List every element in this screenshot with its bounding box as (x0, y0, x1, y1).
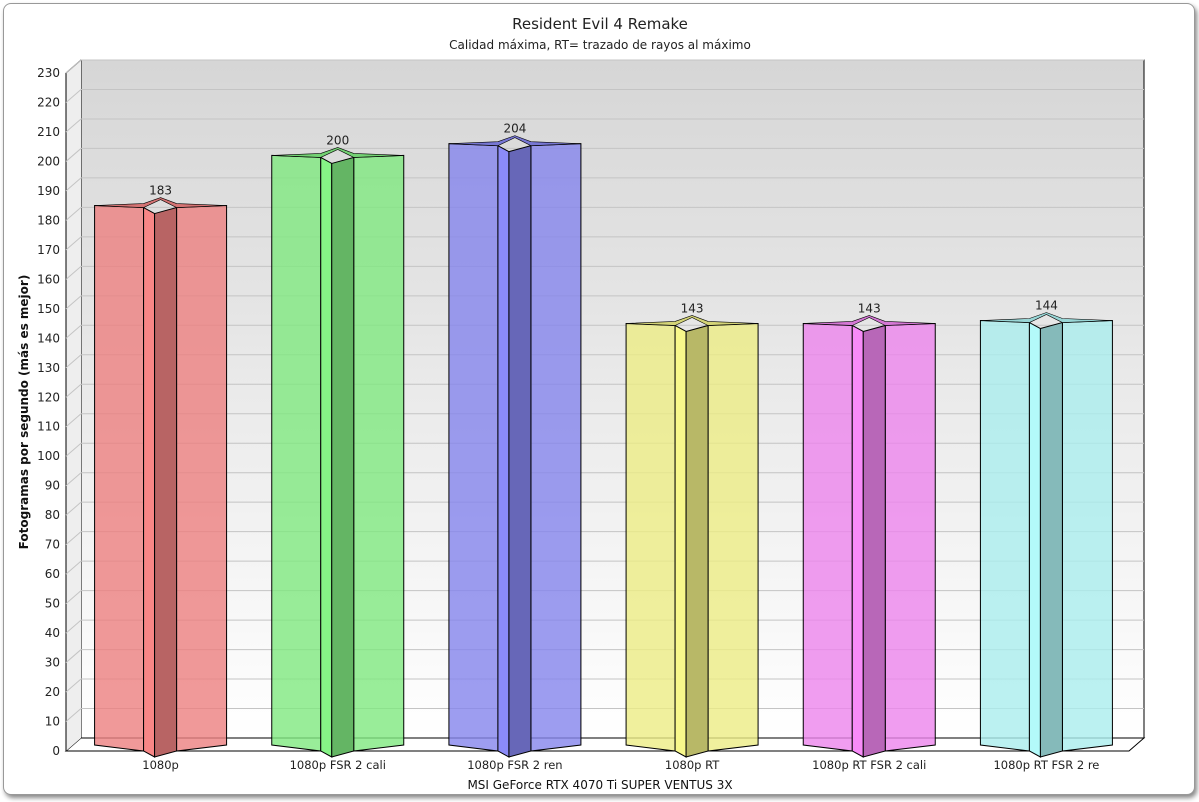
bar-right-face (353, 154, 405, 752)
bar-value-label: 204 (503, 122, 526, 136)
y-tick-label: 180 (37, 213, 60, 227)
bar-inner-left-face (320, 156, 333, 758)
y-tick-label: 190 (37, 184, 60, 198)
gridline-side (65, 708, 82, 722)
chart-title: Resident Evil 4 Remake (512, 15, 688, 33)
y-tick-label: 0 (52, 744, 60, 758)
x-category-label: 1080p RT (665, 758, 720, 772)
bar-inner-right-face (862, 324, 886, 758)
bar-value-label: 143 (681, 301, 704, 315)
gridline-side (65, 89, 82, 103)
x-category-label: 1080p FSR 2 cali (290, 758, 386, 772)
gridline-side (65, 678, 82, 693)
bar-value-label: 144 (1035, 299, 1058, 313)
y-tick-label: 40 (45, 626, 60, 640)
y-tick-label: 90 (45, 479, 60, 493)
bar-inner-left-face (143, 206, 156, 758)
bar-inner-right-face (154, 206, 178, 758)
gridline-side (65, 619, 82, 634)
bar-right-face (707, 322, 759, 752)
bar-left-face (448, 143, 499, 752)
bar-inner-left-face (1028, 321, 1041, 758)
bar-right-face (884, 322, 936, 752)
chart-subtitle: Calidad máxima, RT= trazado de rayos al … (449, 38, 751, 52)
x-category-label: 1080p FSR 2 ren (467, 758, 562, 772)
x-category-label: 1080p RT FSR 2 cali (812, 758, 926, 772)
bar-right-face (1061, 319, 1113, 752)
y-tick-label: 140 (37, 331, 60, 345)
gridline-side (65, 501, 82, 516)
gridline-side (65, 383, 82, 398)
y-tick-label: 110 (37, 420, 60, 434)
bar-inner-left-face (497, 144, 510, 758)
x-category-label: 1080p RT FSR 2 re (993, 758, 1099, 772)
bar-inner-left-face (674, 324, 687, 758)
bar-inner-right-face (508, 144, 532, 758)
bar-value-label: 143 (858, 301, 881, 315)
bar-top (980, 312, 1113, 323)
x-category-label: 1080p (142, 758, 179, 772)
bar-top (626, 315, 759, 326)
bar-inner-right-face (1039, 321, 1063, 758)
gridline-side (65, 472, 82, 487)
side-wall (66, 60, 81, 751)
bar-inner-right-face (331, 156, 355, 758)
gridline-side (65, 442, 82, 457)
bar-value-label: 183 (149, 184, 172, 198)
y-tick-label: 10 (45, 715, 60, 729)
y-tick-label: 50 (45, 597, 60, 611)
gridline-side (65, 560, 82, 575)
gridline-side (65, 265, 82, 280)
y-tick-label: 80 (45, 508, 60, 522)
bar-left-face (979, 319, 1030, 752)
bar-right-face (176, 205, 228, 752)
y-tick-label: 220 (37, 95, 60, 109)
gridline-side (65, 295, 82, 310)
gridline-side (65, 118, 82, 133)
y-tick-label: 200 (37, 154, 60, 168)
bar-top (271, 147, 404, 158)
bar-left-face (625, 322, 676, 752)
y-axis-label: Fotogramas por segundo (más es mejor) (17, 275, 31, 550)
back-wall (80, 59, 1145, 739)
y-tick-label: 60 (45, 567, 60, 581)
y-tick-label: 70 (45, 538, 60, 552)
x-axis-label: MSI GeForce RTX 4070 Ti SUPER VENTUS 3X (467, 778, 732, 792)
gridline-side (65, 236, 82, 251)
bar-inner-right-face (685, 324, 709, 758)
gridline-side (65, 590, 82, 604)
bar-chart: Resident Evil 4 Remake Calidad máxima, R… (17, 15, 1146, 792)
y-tick-label: 160 (37, 272, 60, 286)
gridline-side (65, 148, 82, 162)
y-tick-label: 30 (45, 656, 60, 670)
gridline-side (65, 177, 82, 192)
bar-top (94, 197, 227, 208)
gridline-side (65, 354, 82, 369)
gridline-side (65, 324, 82, 339)
y-tick-label: 170 (37, 243, 60, 257)
bar-left-face (94, 205, 145, 752)
y-tick-label: 20 (45, 685, 60, 699)
bar-inner-left-face (851, 324, 864, 758)
bar-left-face (271, 154, 322, 752)
bar-value-label: 200 (326, 133, 349, 147)
gridline-side (65, 531, 82, 546)
y-tick-label: 230 (37, 66, 60, 80)
y-tick-label: 130 (37, 361, 60, 375)
y-tick-label: 100 (37, 449, 60, 463)
bar-right-face (530, 143, 582, 752)
y-tick-label: 150 (37, 302, 60, 316)
bar-top (448, 135, 581, 146)
y-tick-label: 120 (37, 390, 60, 404)
gridline-side (65, 207, 82, 221)
gridline-side (65, 649, 82, 663)
y-tick-label: 210 (37, 125, 60, 139)
gridline-side (65, 59, 82, 74)
bar-left-face (802, 322, 853, 752)
bar-top (803, 315, 936, 326)
gridline-side (65, 413, 82, 428)
chart-frame: Resident Evil 4 Remake Calidad máxima, R… (3, 3, 1195, 795)
